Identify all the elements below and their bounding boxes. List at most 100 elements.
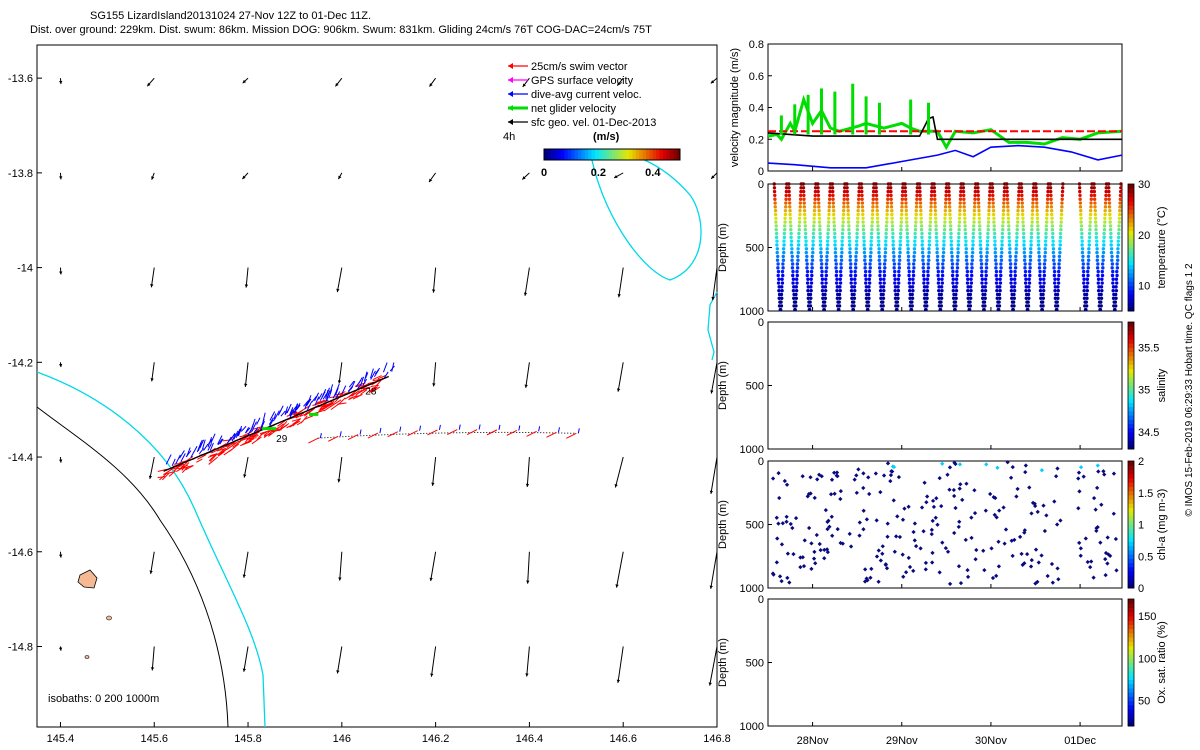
temperature-point — [1088, 208, 1093, 213]
depth-colorbar-cell — [1128, 347, 1134, 353]
temperature-point — [963, 216, 967, 220]
depth-colorbar-cell — [1128, 355, 1134, 361]
temperature-point — [957, 216, 962, 220]
depth-colorbar-cell — [1128, 393, 1134, 399]
forecast-swim-vector — [367, 432, 379, 439]
temperature-point — [820, 277, 825, 281]
temperature-point — [886, 193, 890, 198]
temperature-point — [1099, 304, 1103, 308]
chlorophyll-point — [866, 475, 871, 480]
temperature-point — [962, 212, 967, 217]
temperature-point — [1118, 197, 1123, 201]
depth-colorbar-cell — [1128, 281, 1134, 287]
temperature-point — [1087, 247, 1091, 251]
chlorophyll-point — [1089, 559, 1094, 564]
temperature-point — [886, 189, 890, 194]
current-vector — [175, 454, 181, 465]
temperature-point — [794, 292, 798, 297]
temperature-point — [911, 288, 915, 293]
geo-vector — [150, 551, 155, 574]
temperature-point — [895, 308, 899, 312]
temperature-point — [776, 273, 780, 278]
colorbar-cell — [595, 149, 599, 160]
temperature-point — [1034, 197, 1039, 201]
current-vector — [292, 406, 299, 414]
chlorophyll-point — [993, 495, 998, 501]
temperature-point — [933, 197, 937, 201]
colorbar-cell — [581, 149, 586, 160]
temperature-point — [860, 201, 865, 205]
depth-panel-frame — [767, 321, 1123, 450]
chlorophyll-point — [770, 476, 776, 481]
temperature-point — [927, 239, 932, 243]
temperature-point — [898, 247, 902, 251]
current-vector — [304, 403, 308, 410]
temperature-point — [1044, 224, 1049, 228]
temperature-point — [883, 266, 887, 270]
swim-vector — [291, 418, 300, 422]
temperature-point — [915, 197, 919, 201]
temperature-point — [1012, 292, 1016, 297]
temperature-point — [877, 254, 882, 259]
temperature-point — [1031, 193, 1035, 198]
temperature-point — [1101, 250, 1106, 255]
temperature-point — [928, 220, 933, 224]
temperature-point — [831, 189, 835, 194]
temperature-point — [854, 258, 858, 262]
temperature-point — [940, 281, 945, 285]
depth-colorbar-cell — [1128, 575, 1134, 581]
geo-vector-head — [429, 178, 433, 183]
temperature-point — [883, 247, 888, 251]
temperature-point — [1008, 247, 1012, 251]
depth-colorbar-cell — [1128, 285, 1134, 291]
temperature-point — [1115, 254, 1120, 259]
temperature-point — [964, 239, 968, 243]
temperature-point — [919, 220, 923, 224]
chlorophyll-point — [1083, 536, 1088, 541]
geo-vector-head — [616, 679, 621, 683]
temperature-point — [918, 193, 922, 198]
depth-colorbar-cell — [1128, 549, 1134, 555]
chlorophyll-point — [832, 470, 837, 475]
temperature-point — [812, 212, 817, 217]
chlorophyll-point — [1010, 553, 1015, 559]
temperature-point — [1022, 258, 1027, 262]
temperature-point — [849, 288, 854, 293]
temperature-point — [962, 193, 966, 198]
temperature-point — [956, 258, 960, 262]
current-vector — [203, 443, 209, 451]
temperature-point — [780, 281, 785, 285]
temperature-point — [824, 273, 829, 278]
temperature-point — [842, 186, 847, 190]
chlorophyll-point — [1095, 463, 1100, 468]
temperature-point — [842, 189, 847, 194]
temperature-point — [905, 216, 909, 220]
temperature-point — [869, 239, 873, 243]
temperature-point — [813, 189, 818, 194]
temperature-point — [1011, 308, 1015, 312]
chlorophyll-point — [1088, 565, 1093, 570]
chlorophyll-point — [785, 575, 790, 580]
chlorophyll-point — [852, 477, 857, 482]
geo-vector — [336, 646, 343, 674]
temperature-point — [986, 224, 990, 228]
depth-colorbar-frame — [1127, 598, 1135, 727]
temperature-point — [1036, 235, 1040, 240]
temperature-point — [825, 239, 830, 243]
temperature-point — [1020, 193, 1024, 198]
temperature-point — [1116, 239, 1120, 243]
temperature-point — [971, 250, 975, 255]
geo-vector-head — [429, 83, 433, 87]
temperature-point — [849, 281, 853, 285]
temperature-point — [910, 296, 915, 300]
temperature-point — [866, 300, 870, 304]
depth-y-tick-label: 0 — [758, 594, 764, 606]
temperature-point — [1109, 247, 1114, 251]
temperature-point — [942, 243, 946, 247]
temperature-point — [1053, 288, 1057, 293]
chlorophyll-point — [793, 515, 799, 521]
temperature-point — [1055, 308, 1059, 312]
temperature-point — [824, 281, 828, 285]
temperature-point — [1024, 288, 1028, 293]
chlorophyll-point — [1049, 561, 1055, 567]
